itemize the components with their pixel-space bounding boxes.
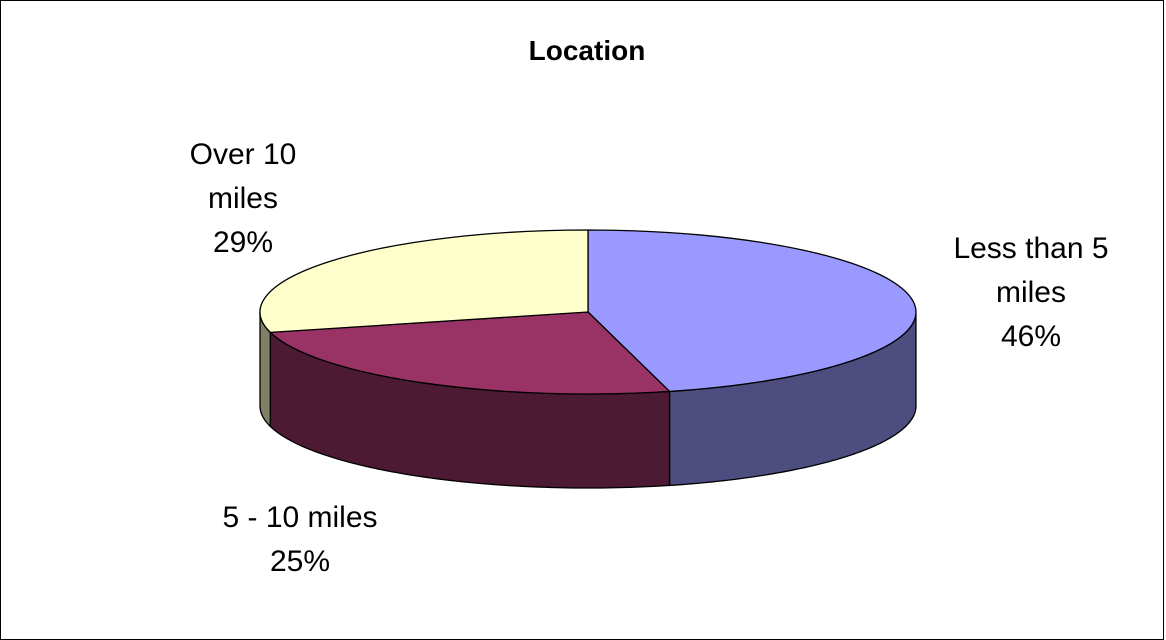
slice-name-line-0-0: Less than 5 bbox=[953, 232, 1108, 265]
chart-title: Location bbox=[529, 35, 646, 66]
slice-label-0: Less than 5 miles 46% bbox=[953, 232, 1108, 353]
pie-slice-0 bbox=[587, 229, 917, 393]
slice-label-1: 5 - 10 miles 25% bbox=[222, 501, 377, 578]
slice-percent-2: 29% bbox=[213, 226, 273, 259]
slice-label-2: Over 10 miles 29% bbox=[190, 138, 297, 259]
pie-slice-2 bbox=[259, 229, 589, 334]
slice-name-line-0-1: miles bbox=[996, 276, 1066, 309]
pie-labels: Less than 5 miles 46% 5 - 10 miles 25% Over 1… bbox=[190, 138, 1109, 578]
slice-name-line-1-0: 5 - 10 miles bbox=[222, 501, 377, 534]
pie-slice-1 bbox=[269, 311, 671, 395]
slice-percent-1: 25% bbox=[270, 545, 330, 578]
slice-percent-0: 46% bbox=[1001, 320, 1061, 353]
slice-name-line-2-0: Over 10 bbox=[190, 138, 297, 171]
slice-name-line-2-1: miles bbox=[208, 182, 278, 215]
pie-chart: Location Less than 5 miles 46% 5 - 10 miles… bbox=[190, 35, 1109, 578]
pie-tops bbox=[259, 229, 917, 395]
